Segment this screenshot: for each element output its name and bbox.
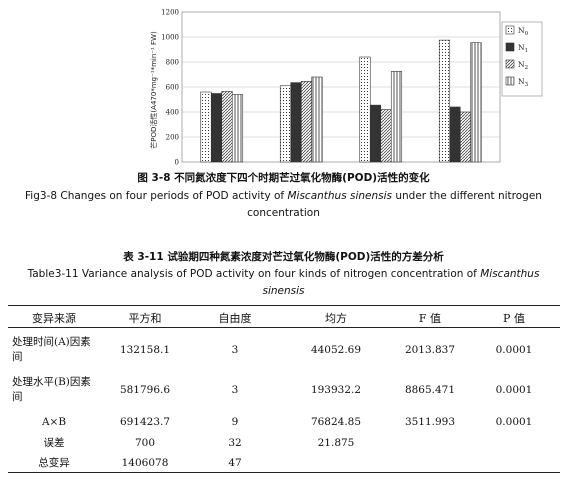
cell-ms: 21.875 xyxy=(317,437,355,449)
y-tick-label: 1200 xyxy=(161,9,179,17)
bar-n1-2 xyxy=(369,104,382,163)
cell-source: A×B xyxy=(41,415,67,428)
figure-caption-cn: 图 3-8 不同氮浓度下四个时期芒过氧化物酶(POD)活性的变化 xyxy=(137,172,430,184)
cell-ss: 132158.1 xyxy=(119,344,171,356)
legend-label-n1: N1 xyxy=(518,43,528,54)
bar-n3-1 xyxy=(311,76,323,163)
legend-label-n0: N0 xyxy=(518,26,529,37)
legend-swatch-n1 xyxy=(505,42,515,52)
y-tick-label: 1000 xyxy=(161,34,179,42)
bar-n0-3 xyxy=(438,39,451,163)
bar-n2-3 xyxy=(459,111,472,163)
cell-source: 误差 xyxy=(43,436,65,449)
cell-p: 0.0001 xyxy=(495,344,533,356)
y-tick-label: 200 xyxy=(166,134,179,142)
cell-source: 处理时间(A)因素间 xyxy=(12,336,91,363)
cell-ss: 1406078 xyxy=(121,457,169,469)
legend-label-n3: N3 xyxy=(518,77,529,88)
table-caption-en: Table3-11 Variance analysis of POD activ… xyxy=(0,266,567,300)
table-row: A×B 691423.7 9 76824.85 3511.993 0.0001 xyxy=(8,410,560,434)
table-caption-en-species: sinensis xyxy=(262,285,305,297)
cell-ms: 193932.2 xyxy=(310,384,362,396)
table-row: 总变异 1406078 47 xyxy=(8,452,560,474)
bar-n3-0 xyxy=(231,94,244,163)
cell-ms: 76824.85 xyxy=(310,416,362,428)
figure-caption-en-text: Fig3-8 Changes on four periods of POD ac… xyxy=(25,190,288,202)
cell-f: 2013.837 xyxy=(404,344,456,356)
cell-source: 总变异 xyxy=(38,456,70,469)
chart-bars xyxy=(200,39,482,163)
bar-n3-2 xyxy=(390,71,403,163)
cell-p: 0.0001 xyxy=(495,384,533,396)
chart-legend: N0 N1 N2 N3 xyxy=(501,21,543,97)
table-header-rule xyxy=(8,327,560,328)
header-ms: 均方 xyxy=(325,312,347,325)
table-row: 处理水平(B)因素间 581796.6 3 193932.2 8865.471 … xyxy=(8,370,560,410)
cell-source: 处理水平(B)因素间 xyxy=(12,376,91,403)
cell-df: 47 xyxy=(228,457,242,469)
bar-n2-2 xyxy=(380,109,392,163)
header-ss: 平方和 xyxy=(128,312,162,325)
cell-f: 8865.471 xyxy=(404,384,456,396)
cell-df: 9 xyxy=(231,416,239,428)
cell-df: 3 xyxy=(231,384,239,396)
bar-n3-3 xyxy=(470,42,482,163)
table-caption-cn: 表 3-11 试验期四种氮素浓度对芒过氧化物酶(POD)活性的方差分析 xyxy=(123,251,444,263)
bar-n2-1 xyxy=(300,81,313,163)
header-source: 变异来源 xyxy=(32,312,76,325)
y-axis-ticks: 0 200 400 600 800 1000 1200 xyxy=(161,9,179,166)
table-caption-en-text: Table3-11 Variance analysis of POD activ… xyxy=(27,268,481,280)
cell-f xyxy=(392,452,468,474)
cell-ms xyxy=(280,452,392,474)
legend-swatch-n3 xyxy=(505,76,515,86)
table-top-rule xyxy=(8,305,560,306)
header-p: P 值 xyxy=(503,312,525,325)
cell-df: 32 xyxy=(228,437,242,449)
figure-caption-en-species: Miscanthus sinensis xyxy=(287,190,393,202)
cell-p: 0.0001 xyxy=(495,416,533,428)
cell-f xyxy=(392,434,468,452)
header-df: 自由度 xyxy=(218,312,252,325)
table-row: 误差 700 32 21.875 xyxy=(8,434,560,452)
cell-ss: 691423.7 xyxy=(119,416,171,428)
y-tick-label: 0 xyxy=(175,159,179,166)
cell-ss: 700 xyxy=(134,437,156,449)
cell-f: 3511.993 xyxy=(404,416,456,428)
cell-p xyxy=(468,434,560,452)
legend-label-n2: N2 xyxy=(518,60,528,71)
bar-n2-0 xyxy=(221,91,233,163)
legend-swatch-n2 xyxy=(505,59,515,69)
y-tick-label: 400 xyxy=(166,109,179,117)
bar-n0-2 xyxy=(359,56,371,163)
header-f: F 值 xyxy=(418,312,442,325)
table-bottom-rule xyxy=(8,472,560,473)
bar-n1-3 xyxy=(449,106,461,163)
cell-df: 3 xyxy=(231,344,239,356)
y-axis-label: 芒POD活性(A470*mg⁻¹*min⁻¹ FW) xyxy=(149,31,158,149)
table-caption-en-genus: Miscanthus xyxy=(480,268,540,280)
figure-caption-en-text-post: under the different nitrogen xyxy=(392,190,542,202)
cell-ms: 44052.69 xyxy=(310,344,362,356)
bar-n1-1 xyxy=(290,82,302,163)
bar-n1-0 xyxy=(210,93,223,163)
y-tick-label: 800 xyxy=(166,59,179,67)
legend-swatch-n0 xyxy=(505,25,515,35)
variance-analysis-table: 变异来源 平方和 自由度 均方 F 值 P 值 处理时间(A)因素间 13215… xyxy=(8,308,560,474)
table-header-row: 变异来源 平方和 自由度 均方 F 值 P 值 xyxy=(8,308,560,330)
cell-p xyxy=(468,452,560,474)
table-row: 处理时间(A)因素间 132158.1 3 44052.69 2013.837 … xyxy=(8,330,560,370)
bar-n0-0 xyxy=(200,91,212,163)
figure-caption-en: Fig3-8 Changes on four periods of POD ac… xyxy=(0,188,567,222)
cell-ss: 581796.6 xyxy=(119,384,171,396)
y-tick-label: 600 xyxy=(166,84,179,92)
figure-caption-en-line2: concentration xyxy=(247,207,320,219)
bar-n0-1 xyxy=(279,85,292,163)
